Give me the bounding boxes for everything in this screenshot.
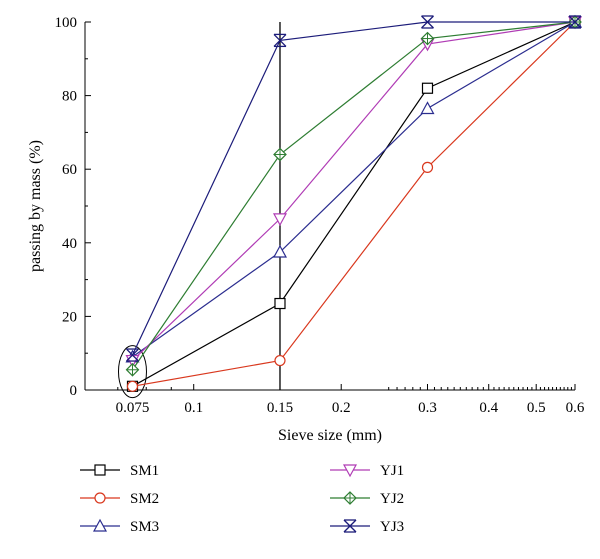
- legend-label: SM2: [130, 491, 159, 507]
- x-tick-label: 0.3: [418, 400, 437, 416]
- legend-label: SM3: [130, 519, 159, 535]
- marker-triangle-down: [342, 464, 358, 478]
- series-layer: [125, 14, 583, 392]
- data-point: [420, 101, 435, 115]
- series-sm3: [125, 14, 583, 363]
- marker-triangle-down: [272, 213, 288, 227]
- data-point: [420, 31, 435, 46]
- y-tick-label: 100: [55, 15, 78, 31]
- data-point: [421, 82, 434, 94]
- data-point: [272, 244, 288, 258]
- series-line: [131, 21, 575, 356]
- legend-label: SM1: [130, 463, 159, 479]
- marker-triangle-up: [272, 244, 288, 258]
- data-point: [125, 362, 140, 377]
- series-sm2: [126, 16, 581, 392]
- x-tick-label: 0.075: [116, 400, 150, 416]
- legend: SM1 SM2 SM3 YJ1 YJ2 YJ3: [80, 463, 404, 535]
- marker-x-b: [568, 15, 582, 29]
- data-point: [126, 380, 139, 392]
- marker-circle: [94, 492, 106, 504]
- series-sm1: [126, 16, 581, 392]
- legend-item-sm3: SM3: [80, 518, 159, 535]
- x-tick-label: 0.2: [332, 400, 351, 416]
- y-tick-label: 0: [70, 383, 78, 399]
- marker-square: [94, 464, 106, 476]
- highlight-ellipse: [117, 345, 147, 399]
- legend-label: YJ3: [380, 519, 404, 535]
- y-tick-label: 60: [62, 162, 77, 178]
- x-tick-label: 0.1: [184, 400, 203, 416]
- y-tick-label: 20: [62, 309, 77, 325]
- x-tick-label: 0.15: [267, 400, 293, 416]
- marker-x-b: [343, 519, 357, 533]
- y-tick-label: 80: [62, 89, 77, 105]
- legend-item-yj2: YJ2: [330, 491, 404, 507]
- data-point: [274, 297, 286, 310]
- plot-area: [117, 22, 281, 399]
- series-line: [132, 21, 576, 387]
- data-point: [421, 15, 434, 29]
- data-point: [272, 213, 288, 227]
- marker-circle: [421, 161, 434, 173]
- legend-label: YJ1: [380, 463, 404, 479]
- marker-x-b: [273, 33, 287, 47]
- marker-square: [274, 297, 286, 310]
- legend-item-sm2: SM2: [80, 491, 159, 507]
- x-tick-label: 0.5: [527, 400, 546, 416]
- marker-square: [421, 82, 434, 94]
- legend-label: YJ2: [380, 491, 404, 507]
- data-point: [274, 354, 286, 367]
- axes: 0 20 40 60 80 100 0.075 0.1 0.15 0.2 0.3 0.4 0.5 0.6: [55, 15, 585, 416]
- marker-triangle-up: [92, 518, 108, 532]
- series-line: [132, 21, 576, 358]
- series-line: [131, 21, 576, 371]
- data-point: [273, 147, 287, 162]
- marker-triangle-up: [420, 101, 435, 115]
- data-point: [273, 33, 287, 48]
- legend-item-sm1: SM1: [80, 463, 159, 479]
- marker-x-b: [126, 348, 139, 362]
- data-point: [126, 348, 139, 362]
- legend-item-yj3: YJ3: [330, 519, 404, 535]
- marker-circle: [274, 354, 286, 367]
- y-tick-label: 40: [62, 236, 77, 252]
- marker-x-b: [421, 15, 434, 29]
- x-tick-label: 0.4: [479, 400, 498, 416]
- series-line: [132, 21, 576, 361]
- x-axis-title: Sieve size (mm): [278, 427, 382, 444]
- data-point: [568, 15, 582, 29]
- marker-circle: [126, 380, 139, 392]
- series-yj1: [125, 16, 583, 368]
- series-yj3: [126, 15, 582, 362]
- y-axis-title: passing by mass (%): [27, 140, 44, 272]
- legend-item-yj1: YJ1: [330, 463, 404, 479]
- series-line: [132, 21, 576, 387]
- data-point: [421, 161, 434, 173]
- x-tick-label: 0.6: [566, 400, 585, 416]
